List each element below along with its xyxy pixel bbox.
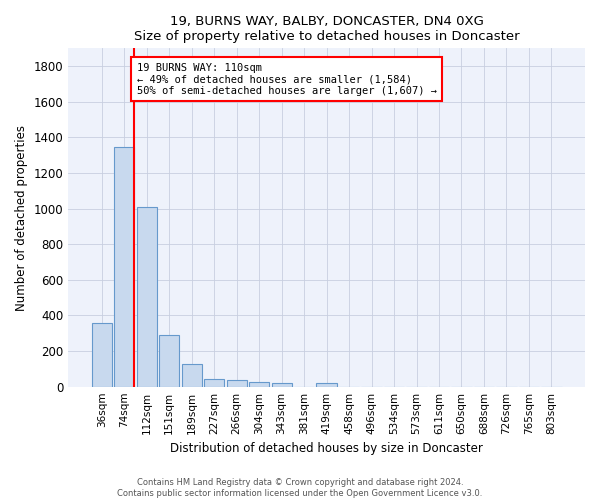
Bar [272, 383, 292, 386]
Bar [159, 335, 179, 386]
Bar [137, 207, 157, 386]
Bar [249, 382, 269, 386]
Bar [182, 364, 202, 386]
Bar [227, 380, 247, 386]
Bar [204, 379, 224, 386]
Bar [114, 147, 134, 386]
Title: 19, BURNS WAY, BALBY, DONCASTER, DN4 0XG
Size of property relative to detached h: 19, BURNS WAY, BALBY, DONCASTER, DN4 0XG… [134, 15, 520, 43]
Y-axis label: Number of detached properties: Number of detached properties [15, 124, 28, 310]
Bar [316, 383, 337, 386]
Bar [92, 324, 112, 386]
Text: 19 BURNS WAY: 110sqm
← 49% of detached houses are smaller (1,584)
50% of semi-de: 19 BURNS WAY: 110sqm ← 49% of detached h… [137, 62, 437, 96]
X-axis label: Distribution of detached houses by size in Doncaster: Distribution of detached houses by size … [170, 442, 483, 455]
Text: Contains HM Land Registry data © Crown copyright and database right 2024.
Contai: Contains HM Land Registry data © Crown c… [118, 478, 482, 498]
